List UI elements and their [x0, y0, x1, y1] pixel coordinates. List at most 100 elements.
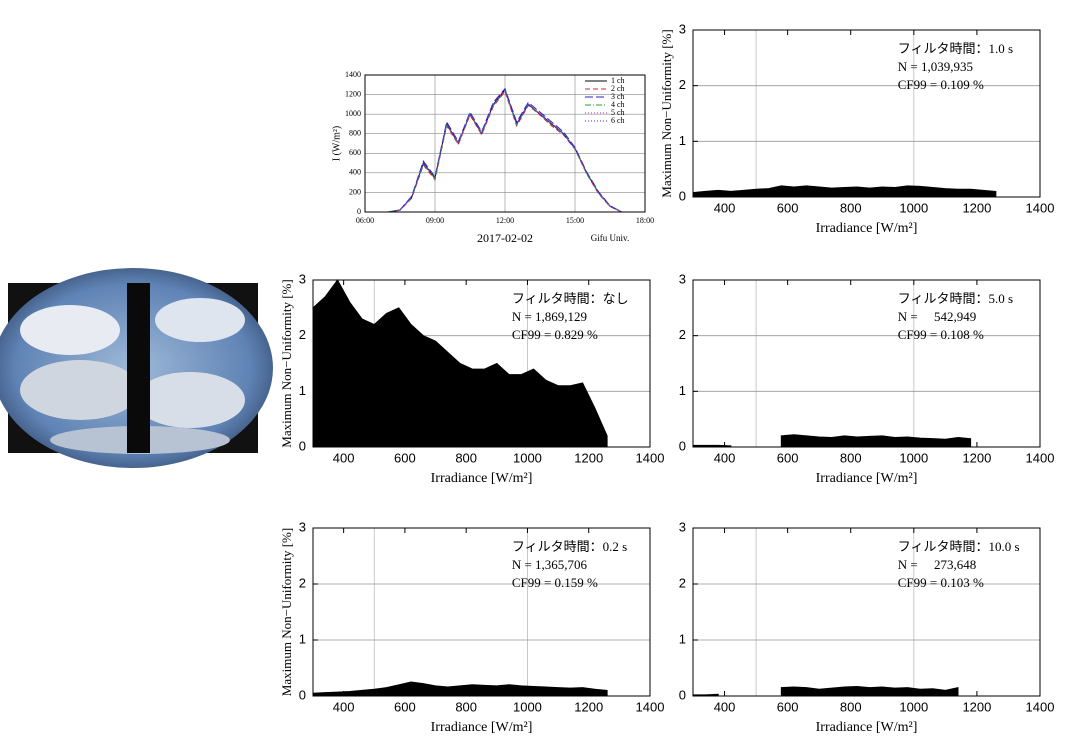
- sky-photo: [0, 268, 273, 468]
- y-tick-label: 800: [349, 129, 361, 138]
- x-tick-label: 1400: [1026, 699, 1055, 714]
- y-tick-label: 1: [299, 383, 306, 398]
- x-tick-label: 1400: [1026, 200, 1055, 215]
- x-tick-label: 800: [455, 699, 477, 714]
- x-tick-label: 1400: [636, 450, 665, 465]
- y-tick-label: 1200: [345, 89, 361, 98]
- y-tick-label: 600: [349, 148, 361, 157]
- plot-area: [313, 528, 650, 696]
- x-tick-label: 400: [714, 450, 736, 465]
- y-axis-label: Maximum Non−Uniformity [%]: [279, 279, 294, 447]
- x-tick-label: 1000: [899, 200, 928, 215]
- y-tick-label: 400: [349, 168, 361, 177]
- x-axis-label: Irradiance [W/m²]: [816, 471, 918, 486]
- plot-frame: [692, 527, 1041, 697]
- x-tick-label: 18:00: [636, 216, 654, 225]
- y-tick-label: 200: [349, 187, 361, 196]
- data-area: [692, 185, 997, 198]
- legend-label: 5 ch: [611, 108, 625, 117]
- annotation: N = 273,648: [898, 557, 976, 572]
- y-tick-label: 2: [679, 77, 686, 92]
- x-tick-label: 800: [840, 450, 862, 465]
- x-tick-label: 600: [777, 200, 799, 215]
- annotation: CF99 = 0.108 %: [898, 327, 984, 342]
- y-tick-label: 2: [679, 327, 686, 342]
- x-tick-label: 800: [455, 450, 477, 465]
- x-axis-label: 2017-02-02: [477, 231, 533, 245]
- annotation: N = 1,869,129: [512, 309, 587, 324]
- source-note: Gifu Univ.: [591, 233, 629, 243]
- y-tick-label: 1: [679, 383, 686, 398]
- x-tick-label: 12:00: [496, 216, 514, 225]
- y-tick-label: 0: [679, 687, 686, 702]
- x-tick-label: 1000: [513, 450, 542, 465]
- y-axis-label: I (W/m²): [331, 126, 342, 161]
- series-line: [388, 89, 622, 213]
- x-tick-label: 400: [333, 450, 355, 465]
- x-tick-label: 1000: [513, 699, 542, 714]
- x-tick-label: 800: [840, 200, 862, 215]
- annotation: フィルタ時間：1.0 s: [898, 41, 1013, 56]
- x-tick-label: 600: [777, 450, 799, 465]
- x-tick-label: 1000: [899, 699, 928, 714]
- annotation: CF99 = 0.109 %: [898, 77, 984, 92]
- y-tick-label: 3: [299, 519, 306, 534]
- annotation: CF99 = 0.103 %: [898, 575, 984, 590]
- y-tick-label: 3: [679, 21, 686, 36]
- x-tick-label: 1200: [574, 450, 603, 465]
- annotation: N = 1,365,706: [512, 557, 588, 572]
- x-tick-label: 09:00: [426, 216, 444, 225]
- y-axis-label: Maximum Non−Uniformity [%]: [279, 528, 294, 696]
- x-tick-label: 400: [333, 699, 355, 714]
- y-axis-label: Maximum Non−Uniformity [%]: [659, 29, 674, 197]
- x-tick-label: 1400: [636, 699, 665, 714]
- annotation: フィルタ時間：0.2 s: [512, 539, 627, 554]
- annotation: フィルタ時間：5.0 s: [898, 291, 1013, 306]
- y-tick-label: 0: [679, 438, 686, 453]
- annotation: フィルタ時間：なし: [512, 291, 629, 306]
- annotation: CF99 = 0.829 %: [512, 327, 598, 342]
- annotation: CF99 = 0.159 %: [512, 575, 598, 590]
- plot-area: [693, 30, 1040, 197]
- data-area: [312, 279, 608, 448]
- y-tick-label: 1000: [345, 109, 361, 118]
- plot-area: [693, 280, 1040, 447]
- y-tick-label: 1: [299, 631, 306, 646]
- y-tick-label: 0: [679, 188, 686, 203]
- y-tick-label: 3: [299, 271, 306, 286]
- plot-frame: [312, 279, 651, 448]
- y-tick-label: 0: [299, 687, 306, 702]
- annotation: N = 1,039,935: [898, 59, 973, 74]
- y-tick-label: 0: [357, 207, 361, 216]
- annotation: フィルタ時間：10.0 s: [898, 539, 1020, 554]
- y-tick-label: 1: [679, 133, 686, 148]
- x-axis-label: Irradiance [W/m²]: [431, 720, 533, 735]
- x-axis-label: Irradiance [W/m²]: [816, 221, 918, 236]
- y-tick-label: 3: [679, 271, 686, 286]
- legend-label: 1 ch: [611, 76, 625, 85]
- legend-label: 2 ch: [611, 84, 625, 93]
- y-tick-label: 2: [679, 575, 686, 590]
- legend-label: 6 ch: [611, 116, 625, 125]
- y-tick-label: 2: [299, 327, 306, 342]
- legend-label: 4 ch: [611, 100, 625, 109]
- plot-frame: [364, 74, 646, 213]
- x-tick-label: 06:00: [356, 216, 374, 225]
- x-tick-label: 1200: [962, 699, 991, 714]
- x-axis-label: Irradiance [W/m²]: [816, 720, 918, 735]
- x-tick-label: 800: [840, 699, 862, 714]
- x-tick-label: 15:00: [566, 216, 584, 225]
- x-tick-label: 1200: [962, 450, 991, 465]
- data-area: [312, 681, 608, 697]
- x-tick-label: 400: [714, 699, 736, 714]
- x-tick-label: 1000: [899, 450, 928, 465]
- x-tick-label: 1200: [962, 200, 991, 215]
- y-tick-label: 1400: [345, 70, 361, 79]
- x-axis-label: Irradiance [W/m²]: [431, 471, 533, 486]
- plot-frame: [312, 527, 651, 697]
- legend-label: 3 ch: [611, 92, 625, 101]
- x-tick-label: 600: [777, 699, 799, 714]
- y-tick-label: 0: [299, 438, 306, 453]
